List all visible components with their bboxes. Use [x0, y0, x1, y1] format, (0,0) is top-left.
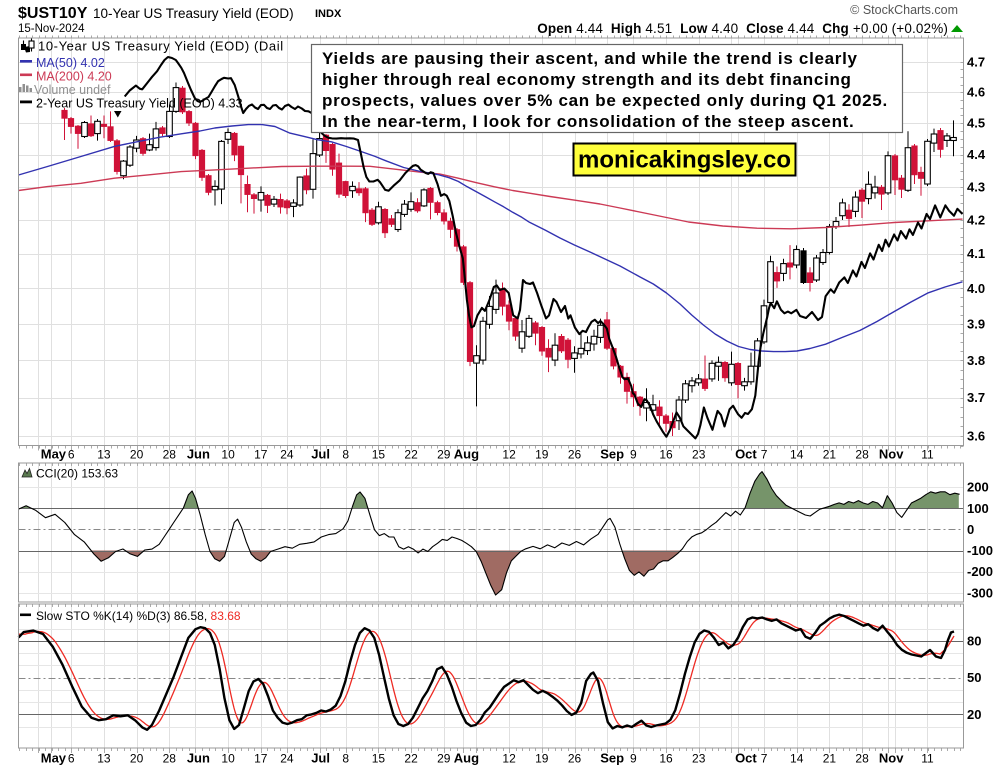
- svg-text:-100: -100: [967, 543, 993, 558]
- svg-text:Sep: Sep: [600, 751, 624, 766]
- svg-text:20: 20: [967, 707, 981, 722]
- svg-text:4.5: 4.5: [967, 116, 985, 131]
- svg-text:Aug: Aug: [454, 751, 479, 766]
- svg-text:26: 26: [568, 448, 582, 462]
- svg-text:-300: -300: [967, 585, 993, 600]
- svg-text:Slow STO %K(14) %D(3) 86.58, 8: Slow STO %K(14) %D(3) 86.58, 83.68: [36, 609, 241, 623]
- svg-text:10: 10: [221, 752, 235, 766]
- svg-text:16: 16: [659, 448, 673, 462]
- svg-text:7: 7: [761, 752, 768, 766]
- svg-text:Jun: Jun: [187, 447, 210, 462]
- svg-text:9: 9: [630, 448, 637, 462]
- svg-text:11: 11: [921, 448, 934, 462]
- svg-text:29: 29: [437, 448, 451, 462]
- svg-text:50: 50: [967, 670, 981, 685]
- svg-text:19: 19: [535, 752, 549, 766]
- svg-text:Oct: Oct: [735, 447, 757, 462]
- svg-text:4.7: 4.7: [967, 55, 985, 70]
- svg-text:4.0: 4.0: [967, 281, 985, 296]
- svg-text:Jul: Jul: [311, 751, 330, 766]
- svg-text:6: 6: [68, 752, 75, 766]
- svg-text:-200: -200: [967, 564, 993, 579]
- svg-text:17: 17: [254, 752, 268, 766]
- svg-text:21: 21: [823, 448, 837, 462]
- svg-text:3.9: 3.9: [967, 316, 985, 331]
- svg-text:4.4: 4.4: [967, 147, 986, 162]
- svg-text:80: 80: [967, 634, 981, 649]
- svg-text:19: 19: [535, 448, 549, 462]
- svg-text:9: 9: [630, 752, 637, 766]
- svg-text:prospects, values over 5% can: prospects, values over 5% can be expecte…: [322, 91, 888, 110]
- svg-text:21: 21: [823, 752, 837, 766]
- svg-text:15: 15: [372, 752, 386, 766]
- svg-text:MA(200) 4.20: MA(200) 4.20: [36, 70, 112, 84]
- svg-text:23: 23: [692, 448, 706, 462]
- svg-text:© StockCharts.com: © StockCharts.com: [850, 3, 958, 17]
- svg-text:12: 12: [502, 752, 516, 766]
- svg-text:6: 6: [68, 448, 75, 462]
- svg-text:23: 23: [692, 752, 706, 766]
- svg-text:24: 24: [280, 448, 294, 462]
- svg-text:20: 20: [130, 752, 144, 766]
- svg-text:Nov: Nov: [879, 447, 904, 462]
- svg-text:14: 14: [790, 448, 804, 462]
- svg-text:2-Year US Treasury Yield (EOD): 2-Year US Treasury Yield (EOD) 4.33: [36, 97, 243, 111]
- svg-text:13: 13: [97, 752, 111, 766]
- svg-text:100: 100: [967, 501, 989, 516]
- svg-text:7: 7: [761, 448, 768, 462]
- svg-text:16: 16: [659, 752, 673, 766]
- svg-text:MA(50) 4.02: MA(50) 4.02: [36, 56, 105, 70]
- svg-text:8: 8: [342, 448, 349, 462]
- svg-text:Aug: Aug: [454, 447, 479, 462]
- svg-text:3.8: 3.8: [967, 353, 985, 368]
- svg-text:4.2: 4.2: [967, 212, 985, 227]
- svg-text:Yields are pausing their ascen: Yields are pausing their ascent, and whi…: [322, 49, 858, 68]
- svg-text:$UST10Y: $UST10Y: [18, 5, 88, 22]
- svg-text:12: 12: [502, 448, 516, 462]
- svg-text:26: 26: [568, 752, 582, 766]
- svg-text:22: 22: [404, 752, 418, 766]
- svg-text:higher through real economy st: higher through real economy strength and…: [322, 70, 852, 89]
- svg-text:4.3: 4.3: [967, 179, 985, 194]
- svg-text:Sep: Sep: [600, 447, 624, 462]
- svg-text:3.7: 3.7: [967, 390, 985, 405]
- svg-text:20: 20: [130, 448, 144, 462]
- svg-text:28: 28: [855, 448, 869, 462]
- svg-text:10: 10: [221, 448, 235, 462]
- svg-text:28: 28: [163, 752, 177, 766]
- svg-text:200: 200: [967, 480, 989, 495]
- svg-text:Volume undef: Volume undef: [34, 83, 111, 97]
- svg-text:In the near-term, I look for c: In the near-term, I look for consolidati…: [322, 112, 854, 131]
- svg-text:May: May: [41, 751, 67, 766]
- svg-text:22: 22: [404, 448, 418, 462]
- svg-text:13: 13: [97, 448, 111, 462]
- svg-text:monicakingsley.co: monicakingsley.co: [578, 147, 791, 174]
- svg-text:10-Year US Treasury Yield (EOD: 10-Year US Treasury Yield (EOD) (Dail: [38, 39, 284, 54]
- svg-text:0: 0: [967, 522, 974, 537]
- svg-text:10-Year US Treasury Yield (EOD: 10-Year US Treasury Yield (EOD): [93, 6, 294, 21]
- svg-text:4.1: 4.1: [967, 246, 985, 261]
- svg-text:Oct: Oct: [735, 751, 757, 766]
- svg-text:INDX: INDX: [315, 8, 342, 20]
- svg-text:28: 28: [855, 752, 869, 766]
- svg-text:Nov: Nov: [879, 751, 904, 766]
- svg-text:11: 11: [921, 752, 934, 766]
- svg-text:May: May: [41, 447, 67, 462]
- svg-text:15-Nov-2024: 15-Nov-2024: [18, 23, 85, 35]
- svg-text:CCI(20) 153.63: CCI(20) 153.63: [36, 467, 118, 481]
- svg-text:3.6: 3.6: [967, 429, 985, 444]
- svg-text:24: 24: [280, 752, 294, 766]
- svg-text:Jun: Jun: [187, 751, 210, 766]
- svg-text:14: 14: [790, 752, 804, 766]
- svg-text:29: 29: [437, 752, 451, 766]
- svg-text:Open 4.44 High 4.51 Low 4.40: Open 4.44 High 4.51 Low 4.40 Close 4.44 …: [537, 21, 948, 36]
- svg-text:15: 15: [372, 448, 386, 462]
- svg-text:4.6: 4.6: [967, 85, 985, 100]
- svg-text:17: 17: [254, 448, 268, 462]
- svg-text:28: 28: [163, 448, 177, 462]
- svg-text:Jul: Jul: [311, 447, 330, 462]
- svg-text:8: 8: [342, 752, 349, 766]
